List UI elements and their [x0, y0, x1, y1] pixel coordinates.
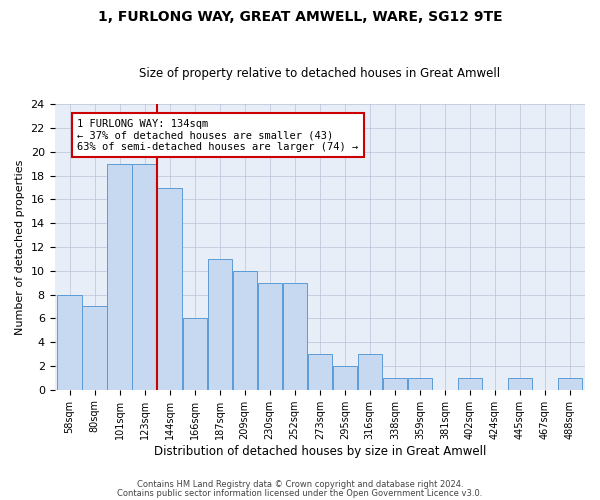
Bar: [308, 354, 332, 390]
Bar: [257, 282, 282, 390]
Bar: [283, 282, 307, 390]
Text: Contains HM Land Registry data © Crown copyright and database right 2024.: Contains HM Land Registry data © Crown c…: [137, 480, 463, 489]
Text: 1 FURLONG WAY: 134sqm
← 37% of detached houses are smaller (43)
63% of semi-deta: 1 FURLONG WAY: 134sqm ← 37% of detached …: [77, 118, 358, 152]
Text: Contains public sector information licensed under the Open Government Licence v3: Contains public sector information licen…: [118, 488, 482, 498]
Bar: [107, 164, 132, 390]
Bar: [408, 378, 432, 390]
Title: Size of property relative to detached houses in Great Amwell: Size of property relative to detached ho…: [139, 66, 500, 80]
Y-axis label: Number of detached properties: Number of detached properties: [15, 160, 25, 334]
Bar: [157, 188, 182, 390]
Bar: [558, 378, 582, 390]
Text: 1, FURLONG WAY, GREAT AMWELL, WARE, SG12 9TE: 1, FURLONG WAY, GREAT AMWELL, WARE, SG12…: [98, 10, 502, 24]
Bar: [133, 164, 157, 390]
Bar: [458, 378, 482, 390]
Bar: [58, 294, 82, 390]
Bar: [332, 366, 357, 390]
Bar: [233, 271, 257, 390]
Bar: [182, 318, 207, 390]
Bar: [508, 378, 532, 390]
Bar: [208, 259, 232, 390]
X-axis label: Distribution of detached houses by size in Great Amwell: Distribution of detached houses by size …: [154, 444, 486, 458]
Bar: [82, 306, 107, 390]
Bar: [383, 378, 407, 390]
Bar: [358, 354, 382, 390]
